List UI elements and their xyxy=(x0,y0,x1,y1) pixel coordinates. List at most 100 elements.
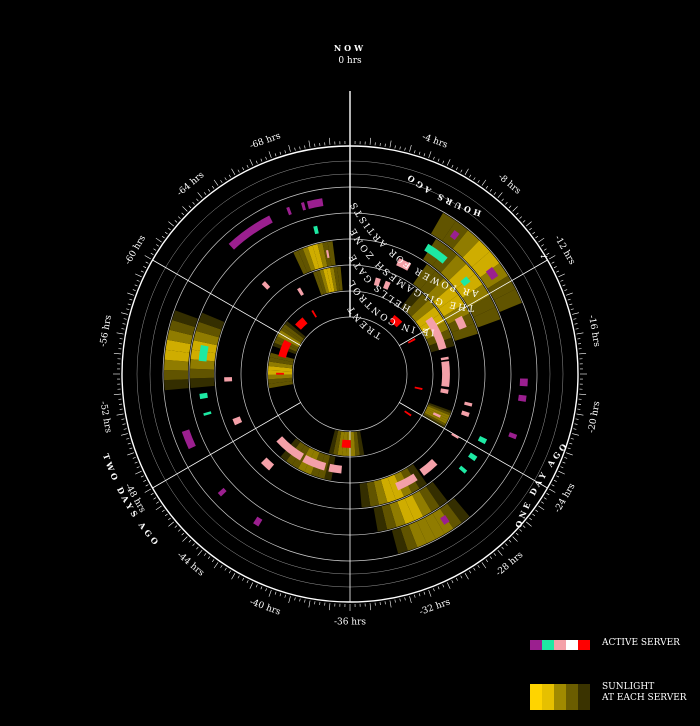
fine-tick-169 xyxy=(229,571,231,574)
hour-tick-label-13: -56 hrs xyxy=(99,314,114,348)
fine-tick-247 xyxy=(168,228,170,230)
fine-tick-200 xyxy=(127,453,134,455)
sunlight-swatch-0 xyxy=(530,684,542,710)
fine-tick-224 xyxy=(117,333,124,334)
fine-tick-126 xyxy=(438,586,439,589)
fine-tick-129 xyxy=(424,592,425,595)
sunlight-swatch-3 xyxy=(566,684,578,710)
fine-tick-263 xyxy=(229,175,231,178)
fine-tick-229 xyxy=(126,309,129,310)
now-value: 0 hrs xyxy=(338,56,362,66)
hour-tick-label-15: -64 hrs xyxy=(175,170,206,199)
fine-tick-30 xyxy=(490,189,492,191)
fine-tick-185 xyxy=(168,518,170,520)
fine-tick-206 xyxy=(123,424,126,425)
spoke-48 xyxy=(153,403,301,489)
fine-tick-275 xyxy=(285,150,286,153)
fine-tick-265 xyxy=(238,170,239,173)
fine-tick-148 xyxy=(329,603,330,610)
hour-tick-label-2: -12 hrs xyxy=(552,234,577,267)
fine-tick-8 xyxy=(390,141,391,148)
fine-tick-62 xyxy=(575,324,578,325)
fine-tick-183 xyxy=(175,526,177,528)
fine-tick-42 xyxy=(532,232,534,234)
fine-tick-231 xyxy=(129,299,132,300)
fine-tick-172 xyxy=(214,562,218,568)
active-bar-2-8 xyxy=(461,410,470,417)
fine-tick-187 xyxy=(162,510,164,512)
fine-tick-157 xyxy=(285,595,286,598)
fine-tick-27 xyxy=(478,180,480,182)
fine-tick-241 xyxy=(151,253,154,255)
fine-tick-250 xyxy=(178,217,180,219)
fine-tick-158 xyxy=(280,593,281,596)
active-bar-2-11 xyxy=(464,402,472,407)
fine-tick-259 xyxy=(212,186,214,188)
active-bar-4-3 xyxy=(311,310,317,318)
fine-tick-110 xyxy=(505,544,507,546)
fine-tick-135 xyxy=(395,600,396,603)
active-bar-4-7 xyxy=(404,410,411,416)
fine-tick-130 xyxy=(419,593,420,596)
active-bar-2-2 xyxy=(262,281,270,290)
fine-tick-102 xyxy=(532,514,534,516)
fine-tick-100 xyxy=(538,506,544,510)
fine-tick-198 xyxy=(135,462,138,463)
fine-tick-205 xyxy=(124,429,127,430)
fine-tick-124 xyxy=(447,582,450,588)
fine-tick-108 xyxy=(513,537,518,542)
fine-tick-60 xyxy=(572,313,579,315)
hour-tick-label-9: -40 hrs xyxy=(248,597,282,617)
grid-circle-0 xyxy=(293,317,407,431)
fine-tick-28 xyxy=(482,180,486,186)
fine-tick-123 xyxy=(452,580,453,583)
fine-tick-188 xyxy=(156,506,162,510)
radial-chart: -4 hrs-8 hrs-12 hrs-16 hrs-20 hrs-24 hrs… xyxy=(0,0,700,711)
fine-tick-82 xyxy=(575,424,578,425)
active-bar-0-12 xyxy=(508,432,517,439)
hour-tick-label-4: -20 hrs xyxy=(587,400,602,434)
active-swatch-2 xyxy=(554,640,566,650)
fine-tick-179 xyxy=(189,540,191,542)
active-bar-0-3 xyxy=(229,215,273,249)
fine-tick-133 xyxy=(405,597,406,600)
fine-tick-45 xyxy=(541,245,543,247)
fine-tick-239 xyxy=(146,262,149,263)
spoke-24 xyxy=(399,403,547,489)
active-bar-0-7 xyxy=(218,488,227,497)
fine-tick-230 xyxy=(128,304,131,305)
fine-tick-111 xyxy=(502,547,504,549)
legend-sunlight-label: SUNLIGHT AT EACH SERVER xyxy=(602,682,687,704)
fine-tick-197 xyxy=(137,467,140,468)
sunlight-1-1-0 xyxy=(190,378,214,388)
fine-tick-228 xyxy=(121,313,128,315)
fine-tick-22 xyxy=(456,167,457,170)
active-bar-0-6 xyxy=(182,429,196,449)
active-bar-3-4 xyxy=(441,357,449,361)
active-bar-4-6 xyxy=(342,440,351,448)
fine-tick-225 xyxy=(121,329,124,330)
fine-tick-94 xyxy=(554,480,557,481)
hour-tick-label-7: -32 hrs xyxy=(418,597,452,617)
active-swatch-1 xyxy=(542,640,554,650)
active-bar-1-4 xyxy=(199,393,207,399)
fine-tick-40 xyxy=(526,222,531,226)
fine-tick-173 xyxy=(212,559,214,561)
fine-tick-267 xyxy=(247,165,248,168)
fine-tick-59 xyxy=(571,309,574,310)
fine-tick-242 xyxy=(153,249,156,251)
fine-tick-51 xyxy=(556,271,559,272)
fine-tick-39 xyxy=(523,220,525,222)
fine-tick-201 xyxy=(129,448,132,449)
fine-tick-14 xyxy=(419,152,420,155)
hour-tick-label-3: -16 hrs xyxy=(586,314,601,348)
fine-tick-251 xyxy=(182,213,184,215)
active-swatch-4 xyxy=(578,640,590,650)
active-bar-3-3 xyxy=(441,361,450,387)
fine-tick-274 xyxy=(280,152,281,155)
hour-tick-label-1: -8 hrs xyxy=(496,172,523,197)
fine-tick-252 xyxy=(182,206,187,211)
fine-tick-261 xyxy=(221,180,223,182)
sunlight-swatches xyxy=(530,684,590,710)
fine-tick-10 xyxy=(400,147,401,150)
